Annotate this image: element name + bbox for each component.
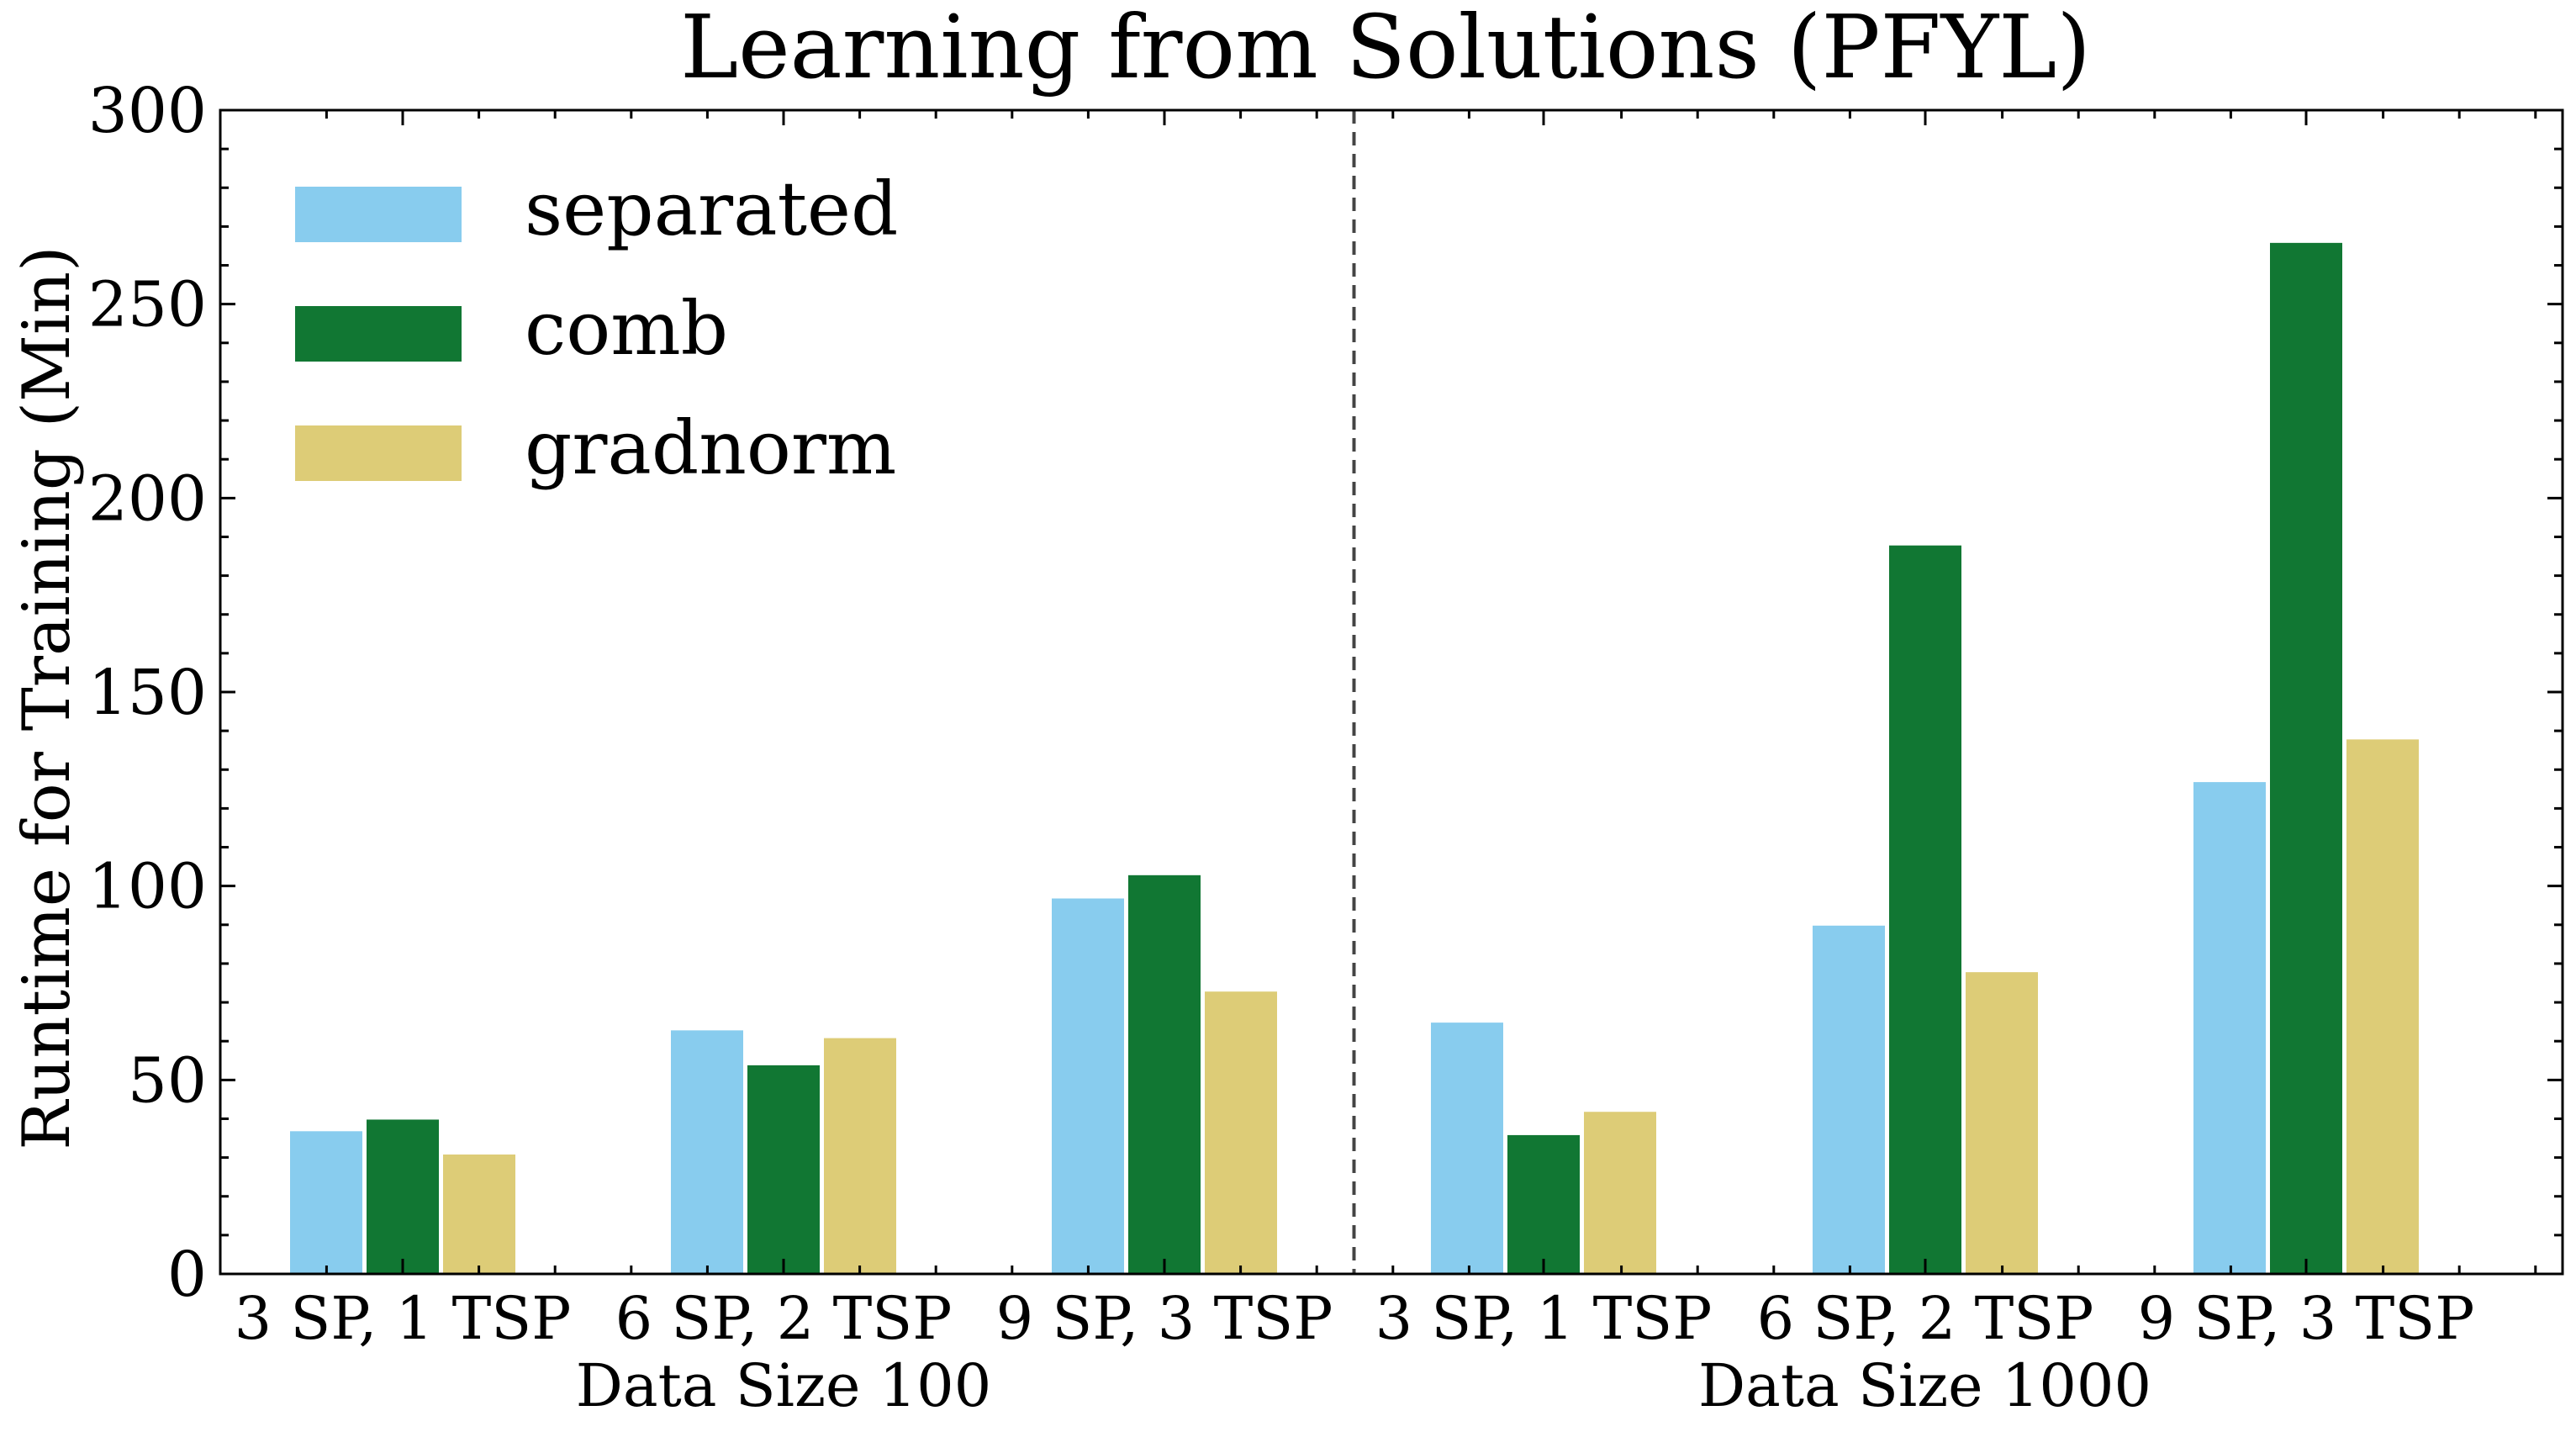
bar-gradnorm-2	[1203, 990, 1279, 1276]
x-tick-label: 9 SP, 3 TSP	[2138, 1284, 2475, 1353]
bar-comb-4	[1887, 543, 1963, 1275]
bar-comb-2	[1127, 873, 1202, 1275]
legend-label-separated: separated	[525, 166, 898, 252]
bar-comb-0	[365, 1118, 441, 1276]
bar-separated-5	[2192, 780, 2267, 1275]
legend: separated comb gradnorm	[295, 166, 898, 491]
bar-gradnorm-4	[1964, 970, 2040, 1276]
bar-gradnorm-3	[1582, 1110, 1658, 1275]
y-tick-label: 300	[88, 75, 207, 147]
x-tick-label: 9 SP, 3 TSP	[996, 1284, 1333, 1353]
bar-separated-0	[288, 1129, 364, 1275]
plot-area: 0 50 100 150 200 250 300 3 SP, 1 TSP 6 SP, 2 TSP…	[88, 75, 2563, 1420]
bar-gradnorm-1	[822, 1036, 898, 1275]
x-tick-label: 3 SP, 1 TSP	[1375, 1284, 1713, 1353]
x-tick-label: 6 SP, 2 TSP	[1757, 1284, 2094, 1353]
y-tick-label: 0	[167, 1239, 207, 1311]
group-label: Data Size 100	[576, 1351, 991, 1420]
plot-frame	[219, 108, 2564, 1276]
legend-swatch-separated	[295, 187, 462, 242]
y-tick-label: 250	[88, 269, 207, 341]
bar-gradnorm-5	[2345, 737, 2420, 1275]
legend-label-comb: comb	[525, 285, 728, 372]
bar-gradnorm-0	[441, 1152, 517, 1276]
bar-comb-5	[2268, 240, 2344, 1275]
bar-comb-3	[1506, 1133, 1581, 1276]
y-tick-label: 150	[88, 657, 207, 729]
bar-comb-1	[746, 1063, 821, 1275]
bar-separated-1	[669, 1028, 745, 1275]
bar-separated-3	[1429, 1021, 1505, 1275]
chart-title: Learning from Solutions (PFYL)	[680, 0, 2091, 98]
legend-swatch-gradnorm	[295, 425, 462, 481]
y-tick-label: 100	[88, 851, 207, 923]
bar-separated-4	[1811, 923, 1887, 1276]
y-tick-label: 50	[128, 1044, 207, 1117]
group-label: Data Size 1000	[1698, 1351, 2151, 1420]
x-tick-label: 3 SP, 1 TSP	[235, 1284, 572, 1353]
y-tick-label: 200	[88, 462, 207, 535]
y-axis-label: Runtime for Training (Min)	[9, 246, 85, 1149]
legend-label-gradnorm: gradnorm	[525, 404, 896, 491]
bar-separated-2	[1050, 896, 1126, 1276]
legend-swatch-comb	[295, 306, 462, 362]
x-tick-label: 6 SP, 2 TSP	[615, 1284, 953, 1353]
